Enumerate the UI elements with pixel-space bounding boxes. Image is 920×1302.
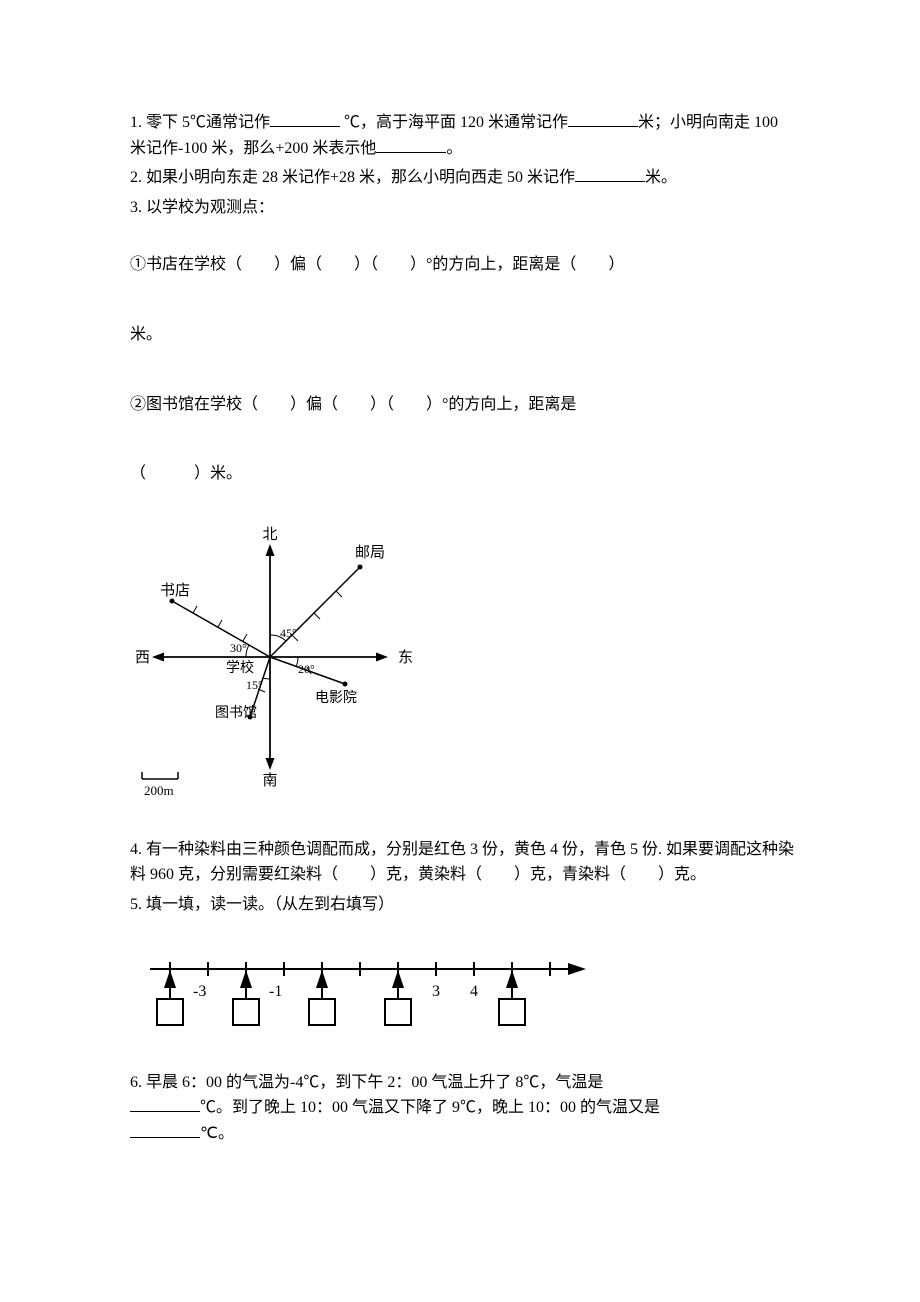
q6-text-a: 6. 早晨 6：00 的气温为-4℃，到下午 2：00 气温上升了 8℃，气温是 — [130, 1074, 603, 1091]
svg-text:北: 北 — [262, 526, 277, 543]
question-3-header: 3. 以学校为观测点： — [130, 195, 795, 221]
question-5: 5. 填一填，读一读。（从左到右填写） — [130, 892, 795, 918]
compass-diagram: 北 南 东 西 邮局 书店 学校 图书馆 电影院 30° 45° 20° 15°… — [130, 517, 795, 807]
blank — [130, 1095, 200, 1112]
page-content: 1. 零下 5℃通常记作 ℃，高于海平面 120 米通常记作米；小明向南走 10… — [0, 0, 920, 1210]
question-3-line2b: （ ）米。 — [130, 461, 795, 487]
question-3-line1b: 米。 — [130, 322, 795, 348]
svg-text:3: 3 — [432, 983, 440, 1000]
question-6: 6. 早晨 6：00 的气温为-4℃，到下午 2：00 气温上升了 8℃，气温是… — [130, 1070, 795, 1147]
svg-text:15°: 15° — [246, 678, 263, 692]
question-2: 2. 如果小明向东走 28 米记作+28 米，那么小明向西走 50 米记作 米。 — [130, 165, 795, 191]
q2-text-a: 2. 如果小明向东走 28 米记作+28 米，那么小明向西走 50 米记作 — [130, 169, 575, 186]
numberline-diagram: -3 -1 3 4 — [130, 944, 795, 1034]
q6-text-b: ℃。到了晚上 10：00 气温又下降了 9℃，晚上 10：00 的气温又是 — [200, 1099, 660, 1116]
svg-text:东: 东 — [398, 649, 413, 666]
svg-text:20°: 20° — [298, 662, 315, 676]
svg-text:邮局: 邮局 — [355, 544, 385, 561]
svg-text:南: 南 — [262, 772, 277, 789]
question-1: 1. 零下 5℃通常记作 ℃，高于海平面 120 米通常记作米；小明向南走 10… — [130, 110, 795, 161]
q6-text-c: ℃。 — [200, 1125, 234, 1142]
question-4: 4. 有一种染料由三种颜色调配而成，分别是红色 3 份，黄色 4 份，青色 5 … — [130, 837, 795, 888]
blank — [568, 110, 638, 127]
blank — [376, 136, 446, 153]
svg-text:-3: -3 — [193, 983, 206, 1000]
svg-text:4: 4 — [470, 983, 478, 1000]
blank — [130, 1121, 200, 1138]
svg-text:200m: 200m — [144, 783, 174, 798]
blank — [575, 165, 645, 182]
svg-text:书店: 书店 — [160, 582, 190, 599]
svg-text:西: 西 — [135, 650, 150, 666]
question-3-line2: ②图书馆在学校（ ）偏（ ）（ ）°的方向上，距离是 — [130, 392, 795, 418]
svg-text:-1: -1 — [269, 983, 282, 1000]
blank — [270, 110, 340, 127]
svg-text:30°: 30° — [230, 641, 247, 655]
q2-text-b: 米。 — [645, 169, 677, 186]
svg-text:电影院: 电影院 — [315, 690, 357, 706]
q1-text-a: 1. 零下 5℃通常记作 — [130, 114, 270, 131]
svg-text:45°: 45° — [280, 626, 297, 640]
q1-text-d: 。 — [446, 140, 462, 157]
svg-text:学校: 学校 — [226, 659, 254, 676]
svg-text:图书馆: 图书馆 — [215, 705, 257, 721]
question-3-line1: ①书店在学校（ ）偏（ ）（ ）°的方向上，距离是（ ） — [130, 252, 795, 278]
q1-text-b: ℃，高于海平面 120 米通常记作 — [340, 114, 568, 131]
